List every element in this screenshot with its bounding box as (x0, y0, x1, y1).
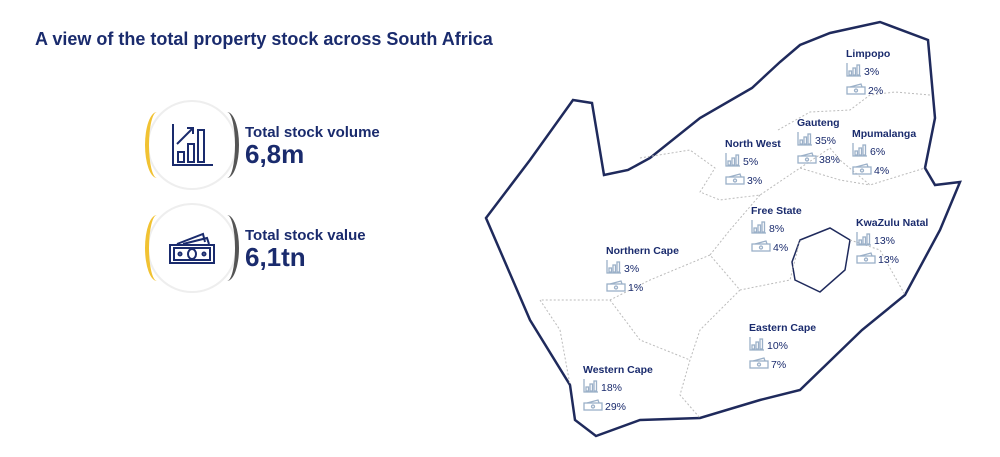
stat-value: 6,1tn (245, 241, 306, 272)
volume-icon (606, 260, 622, 277)
volume-share: 3% (864, 65, 880, 78)
province-free-state: Free State 8% 4% (751, 205, 802, 255)
volume-icon (846, 63, 862, 80)
province-western-cape: Western Cape 18% 29% (583, 364, 653, 414)
page-title: A view of the total property stock acros… (35, 29, 493, 49)
value-share: 38% (819, 153, 841, 166)
value-icon (725, 173, 745, 188)
province-mpumalanga: Mpumalanga 6% 4% (852, 128, 916, 178)
province-name: North West (725, 138, 781, 150)
country-outline (484, 20, 962, 438)
province-name: KwaZulu Natal (856, 217, 929, 229)
province-name: Northern Cape (606, 245, 679, 257)
volume-share: 6% (870, 145, 886, 158)
province-name: Western Cape (583, 364, 653, 376)
province-name: Mpumalanga (852, 128, 917, 140)
value-icon (749, 357, 769, 372)
volume-share: 8% (769, 222, 785, 235)
lesotho-outline (791, 227, 851, 293)
province-limpopo: Limpopo 3% 2% (846, 48, 890, 98)
value-icon (852, 163, 872, 178)
province-name: Eastern Cape (749, 322, 817, 334)
value-share: 13% (878, 253, 900, 266)
volume-share: 18% (601, 381, 623, 394)
value-share: 2% (868, 84, 884, 97)
province-borders (539, 91, 931, 419)
volume-share: 10% (767, 339, 789, 352)
banknotes-icon (145, 203, 239, 293)
province-name: Limpopo (846, 48, 891, 60)
stat-total-volume: Total stock volume 6,8m (145, 100, 380, 190)
value-icon (856, 252, 876, 267)
volume-icon (797, 132, 813, 149)
volume-icon (856, 232, 872, 249)
value-share: 3% (747, 174, 763, 187)
volume-share: 35% (815, 134, 837, 147)
volume-icon (751, 220, 767, 237)
province-kwazulu-natal: KwaZulu Natal 13% 13% (856, 217, 928, 267)
bar-chart-growth-icon (145, 100, 239, 190)
stat-total-value: Total stock value 6,1tn (145, 203, 366, 293)
stat-value: 6,8m (245, 138, 305, 169)
value-share: 29% (605, 400, 627, 413)
value-share: 4% (773, 241, 789, 254)
province-name: Gauteng (797, 117, 840, 129)
stat-label: Total stock value (245, 226, 366, 244)
value-icon (583, 399, 603, 414)
value-icon (751, 240, 771, 255)
volume-icon (749, 337, 765, 354)
volume-icon (852, 143, 868, 160)
value-share: 4% (874, 164, 890, 177)
value-share: 1% (628, 281, 644, 294)
province-name: Free State (751, 205, 802, 217)
province-gauteng: Gauteng 35% 38% (797, 117, 840, 167)
province-eastern-cape: Eastern Cape 10% 7% (749, 322, 816, 372)
volume-share: 5% (743, 155, 759, 168)
volume-icon (583, 379, 599, 396)
volume-share: 13% (874, 234, 896, 247)
value-icon (606, 280, 626, 295)
value-icon (797, 152, 817, 167)
stat-label: Total stock volume (245, 123, 380, 141)
province-northern-cape: Northern Cape 3% 1% (606, 245, 679, 295)
volume-share: 3% (624, 262, 640, 275)
value-icon (846, 83, 866, 98)
province-north-west: North West 5% 3% (725, 138, 781, 188)
volume-icon (725, 153, 741, 170)
value-share: 7% (771, 358, 787, 371)
